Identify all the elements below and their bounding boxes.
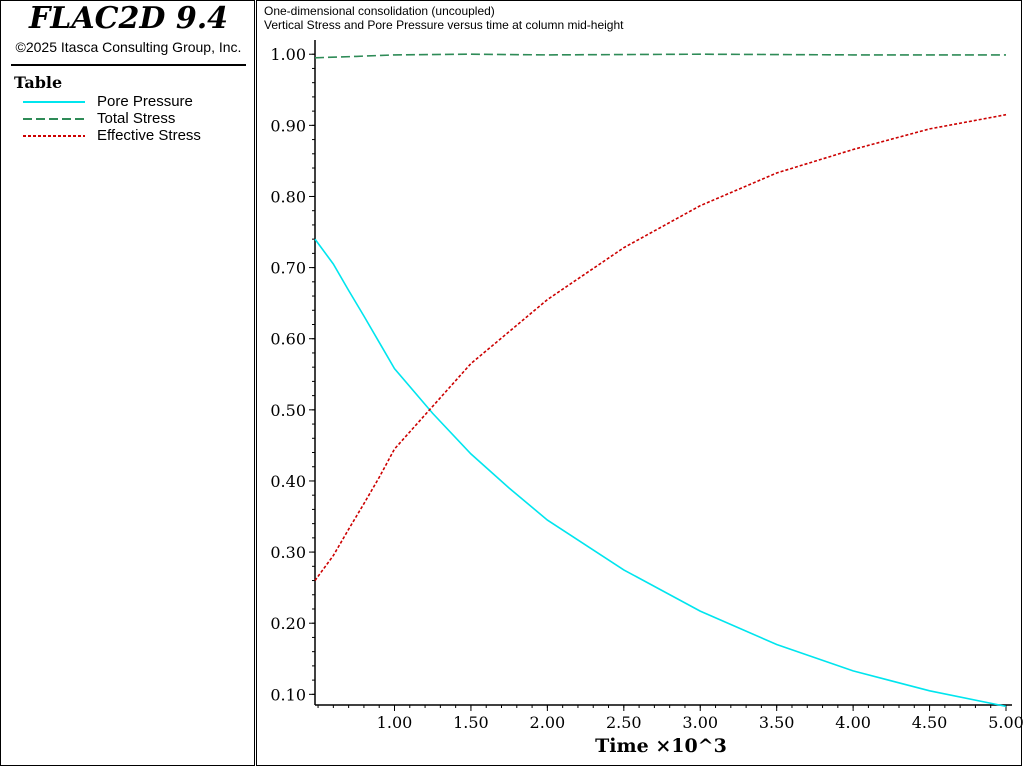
y-tick-label: 1.00 — [270, 45, 306, 64]
y-tick-label: 0.40 — [270, 472, 306, 491]
x-tick-label: 5.00 — [988, 713, 1024, 732]
y-tick-label: 0.70 — [270, 259, 306, 278]
series-line-effective-stress — [314, 113, 1007, 581]
series-line-total-stress — [314, 53, 1006, 59]
x-tick-label: 2.50 — [606, 713, 642, 732]
x-tick-label: 3.50 — [759, 713, 795, 732]
x-tick-label: 4.50 — [912, 713, 948, 732]
x-tick-label: 2.00 — [530, 713, 566, 732]
series-line-pore-pressure — [314, 238, 1007, 708]
y-tick-label: 0.50 — [270, 401, 306, 420]
legend-swatch-effective-stress — [23, 135, 85, 137]
copyright-text: ©2025 Itasca Consulting Group, Inc. — [15, 39, 242, 55]
x-tick-label: 4.00 — [835, 713, 871, 732]
x-tick-label: 3.00 — [682, 713, 718, 732]
y-tick-label: 0.30 — [270, 543, 306, 562]
y-tick-label: 0.90 — [270, 116, 306, 135]
legend-label-effective-stress: Effective Stress — [97, 127, 201, 144]
legend-item-pore-pressure: Pore Pressure — [23, 93, 243, 110]
x-axis-label: Time ×10^3 — [595, 735, 727, 757]
y-tick-label: 0.60 — [270, 330, 306, 349]
legend-swatch-total-stress — [23, 118, 85, 120]
plot-panel — [256, 0, 1022, 766]
legend-item-total-stress: Total Stress — [23, 110, 243, 127]
legend-panel: FLAC2D 9.4 ©2025 Itasca Consulting Group… — [0, 0, 255, 766]
y-tick-label: 0.10 — [270, 685, 306, 704]
title-divider — [11, 64, 246, 66]
y-tick-label: 0.20 — [270, 614, 306, 633]
y-tick-label: 0.80 — [270, 187, 306, 206]
legend-label-pore-pressure: Pore Pressure — [97, 93, 193, 110]
legend-item-effective-stress: Effective Stress — [23, 127, 243, 144]
legend-heading: Table — [14, 73, 63, 92]
x-tick-label: 1.50 — [453, 713, 489, 732]
chart-subtitle: Vertical Stress and Pore Pressure versus… — [264, 18, 624, 32]
chart-title: One-dimensional consolidation (uncoupled… — [264, 4, 495, 18]
x-tick-label: 1.00 — [377, 713, 413, 732]
app-title: FLAC2D 9.4 — [28, 1, 229, 36]
legend-swatch-pore-pressure — [23, 101, 85, 103]
legend-label-total-stress: Total Stress — [97, 110, 176, 127]
